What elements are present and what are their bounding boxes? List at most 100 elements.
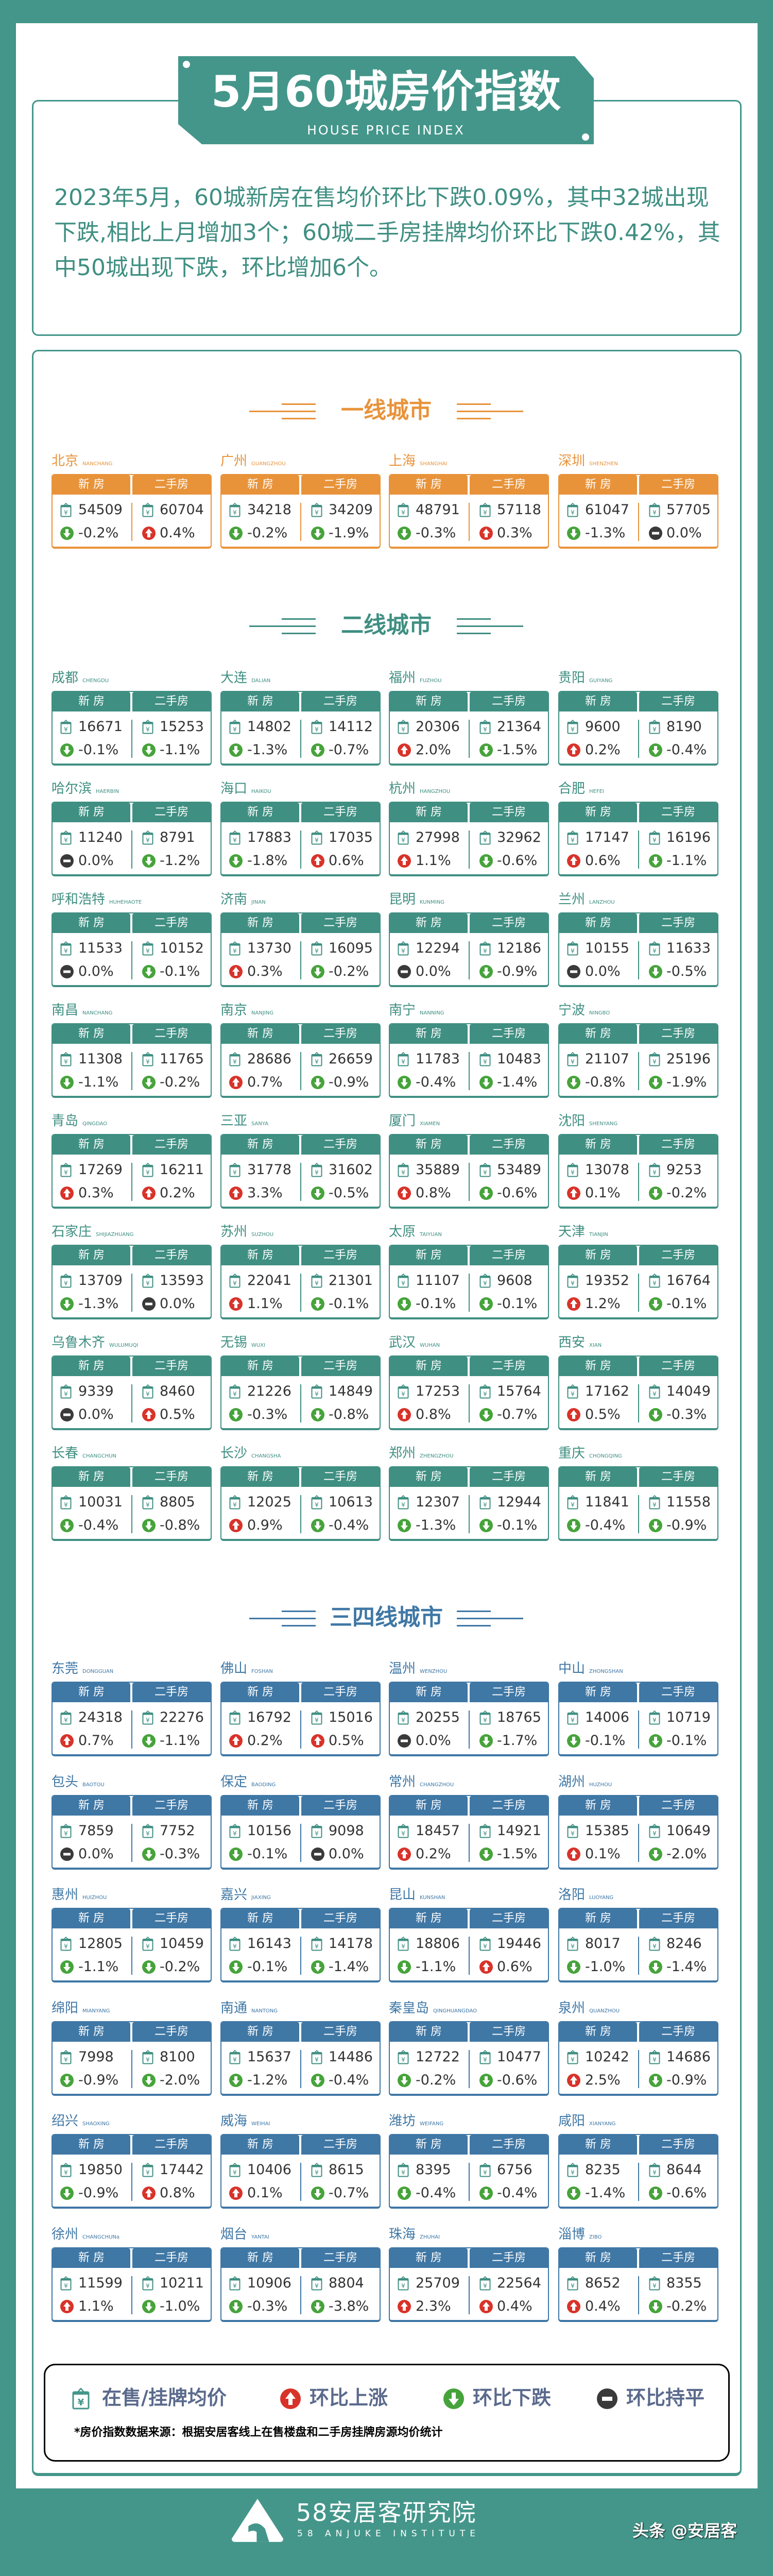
yuan-calendar-icon: ¥ bbox=[649, 1823, 660, 1838]
city-label: 三亚 SANYA bbox=[220, 1113, 268, 1129]
city-name: 昆明 bbox=[389, 892, 416, 907]
second-hand-price: 9098 bbox=[329, 1823, 364, 1839]
new-house-price: 17147 bbox=[585, 829, 629, 845]
decorative-line bbox=[457, 625, 523, 627]
second-hand-change: 0.0% bbox=[666, 525, 702, 541]
new-house-column: ¥13730 0.3% bbox=[221, 933, 300, 985]
new-house-price: 10031 bbox=[78, 1494, 123, 1510]
city-pinyin: NANTONG bbox=[251, 2008, 278, 2014]
new-house-header: 新 房 bbox=[221, 1135, 299, 1155]
arrow-down-circle-icon bbox=[649, 1076, 662, 1089]
yuan-calendar-icon: ¥ bbox=[229, 830, 241, 845]
city-name: 泉州 bbox=[558, 2001, 586, 2016]
new-house-change: 0.0% bbox=[78, 853, 114, 869]
card-header: 新 房二手房 bbox=[390, 1909, 548, 1928]
card-header: 新 房二手房 bbox=[53, 1135, 211, 1155]
column-divider bbox=[638, 720, 639, 758]
second-hand-column: ¥18765 -1.7% bbox=[470, 1702, 548, 1754]
yuan-calendar-icon: ¥ bbox=[311, 1162, 322, 1177]
yuan-calendar-icon: ¥ bbox=[142, 2049, 153, 2064]
city-card: 新 房二手房 ¥12307 -1.3% ¥12944 -0.1% bbox=[389, 1466, 549, 1541]
city-pinyin: NANJING bbox=[251, 1010, 273, 1016]
new-house-column: ¥10406 0.1% bbox=[221, 2155, 300, 2206]
new-house-price: 12025 bbox=[247, 1494, 291, 1510]
second-hand-header: 二手房 bbox=[132, 1357, 211, 1376]
new-house-price: 13709 bbox=[78, 1273, 123, 1289]
new-house-change: -0.4% bbox=[416, 2185, 456, 2201]
new-house-change: 0.0% bbox=[78, 1406, 114, 1422]
city-card: 新 房二手房 ¥9600 0.2% ¥8190 -0.4% bbox=[558, 691, 718, 766]
svg-text:¥: ¥ bbox=[483, 1943, 487, 1950]
tier-heading: 二线城市 bbox=[341, 612, 432, 638]
arrow-down-circle-icon bbox=[479, 965, 493, 978]
second-hand-price: 14112 bbox=[329, 719, 373, 735]
second-hand-price: 16196 bbox=[666, 829, 711, 845]
svg-text:¥: ¥ bbox=[571, 1280, 575, 1287]
yuan-calendar-icon: ¥ bbox=[229, 1495, 241, 1510]
new-house-price: 12805 bbox=[78, 1936, 123, 1952]
arrow-down-circle-icon bbox=[142, 1076, 156, 1089]
svg-text:¥: ¥ bbox=[401, 2282, 405, 2290]
yuan-calendar-icon: ¥ bbox=[311, 502, 322, 517]
yuan-calendar-icon: ¥ bbox=[311, 830, 322, 845]
new-house-column: ¥17253 0.8% bbox=[390, 1376, 469, 1428]
city-label: 湖州 HUZHOU bbox=[558, 1774, 612, 1790]
city-label: 绵阳 MIANYANG bbox=[51, 2001, 110, 2016]
second-hand-header: 二手房 bbox=[132, 692, 211, 711]
new-house-column: ¥19352 1.2% bbox=[559, 1265, 638, 1317]
decorative-line bbox=[282, 403, 316, 405]
yuan-calendar-icon: ¥ bbox=[60, 1273, 72, 1288]
arrow-down-circle-icon bbox=[229, 2300, 243, 2313]
yuan-calendar-icon: ¥ bbox=[398, 1936, 409, 1951]
arrow-up-circle-icon bbox=[142, 1187, 156, 1200]
new-house-column: ¥17147 0.6% bbox=[559, 822, 638, 874]
city-name: 长沙 bbox=[220, 1446, 248, 1461]
column-divider bbox=[638, 1163, 639, 1201]
new-house-header: 新 房 bbox=[559, 1467, 637, 1487]
svg-text:¥: ¥ bbox=[233, 2056, 237, 2063]
svg-text:¥: ¥ bbox=[315, 1058, 319, 1065]
city-name: 徐州 bbox=[51, 2227, 79, 2242]
new-house-price: 14006 bbox=[585, 1709, 629, 1725]
svg-text:¥: ¥ bbox=[233, 1501, 237, 1509]
new-house-header: 新 房 bbox=[221, 2135, 299, 2155]
new-house-change: 0.2% bbox=[247, 1733, 283, 1749]
minus-circle-icon bbox=[60, 1408, 74, 1421]
arrow-down-circle-icon bbox=[398, 1297, 411, 1311]
city-name: 佛山 bbox=[220, 1661, 248, 1676]
arrow-down-circle-icon bbox=[311, 743, 324, 757]
arrow-up-circle-icon bbox=[398, 854, 411, 868]
arrow-up-circle-icon bbox=[229, 965, 243, 978]
new-house-column: ¥9600 0.2% bbox=[559, 711, 638, 763]
second-hand-header: 二手房 bbox=[470, 2248, 548, 2268]
city-name: 潍坊 bbox=[389, 2113, 416, 2129]
second-hand-header: 二手房 bbox=[470, 2022, 548, 2042]
city-card: 新 房二手房 ¥17269 0.3% ¥16211 0.2% bbox=[51, 1134, 212, 1209]
city-card: 新 房二手房 ¥13709 -1.3% ¥13593 0.0% bbox=[51, 1245, 212, 1319]
new-house-header: 新 房 bbox=[221, 1246, 299, 1265]
city-card: 新 房二手房 ¥13078 0.1% ¥9253 -0.2% bbox=[558, 1134, 718, 1209]
svg-text:¥: ¥ bbox=[64, 1717, 68, 1724]
svg-text:¥: ¥ bbox=[483, 1391, 487, 1398]
svg-text:¥: ¥ bbox=[483, 2056, 487, 2063]
card-header: 新 房二手房 bbox=[221, 1909, 380, 1928]
city-label: 常州 CHANGZHOU bbox=[389, 1774, 454, 1790]
column-divider bbox=[638, 2276, 639, 2314]
arrow-down-circle-icon bbox=[142, 1734, 156, 1748]
svg-text:¥: ¥ bbox=[315, 947, 319, 955]
yuan-calendar-icon: ¥ bbox=[229, 2049, 241, 2064]
new-house-header: 新 房 bbox=[53, 1796, 130, 1816]
new-house-change: 2.0% bbox=[416, 742, 451, 758]
svg-text:¥: ¥ bbox=[483, 1501, 487, 1509]
new-house-column: ¥10155 0.0% bbox=[559, 933, 638, 985]
new-house-change: -1.3% bbox=[585, 525, 626, 541]
arrow-up-circle-icon bbox=[479, 2300, 493, 2313]
decorative-line bbox=[457, 1618, 523, 1619]
second-hand-header: 二手房 bbox=[301, 1246, 380, 1265]
city-pinyin: LUOYANG bbox=[589, 1895, 614, 1901]
arrow-down-circle-icon bbox=[311, 1519, 324, 1532]
tier-heading: 一线城市 bbox=[341, 397, 432, 423]
second-hand-price: 8190 bbox=[666, 719, 702, 735]
city-label: 合肥 HEFEI bbox=[558, 781, 604, 796]
new-house-price: 10242 bbox=[585, 2049, 629, 2065]
